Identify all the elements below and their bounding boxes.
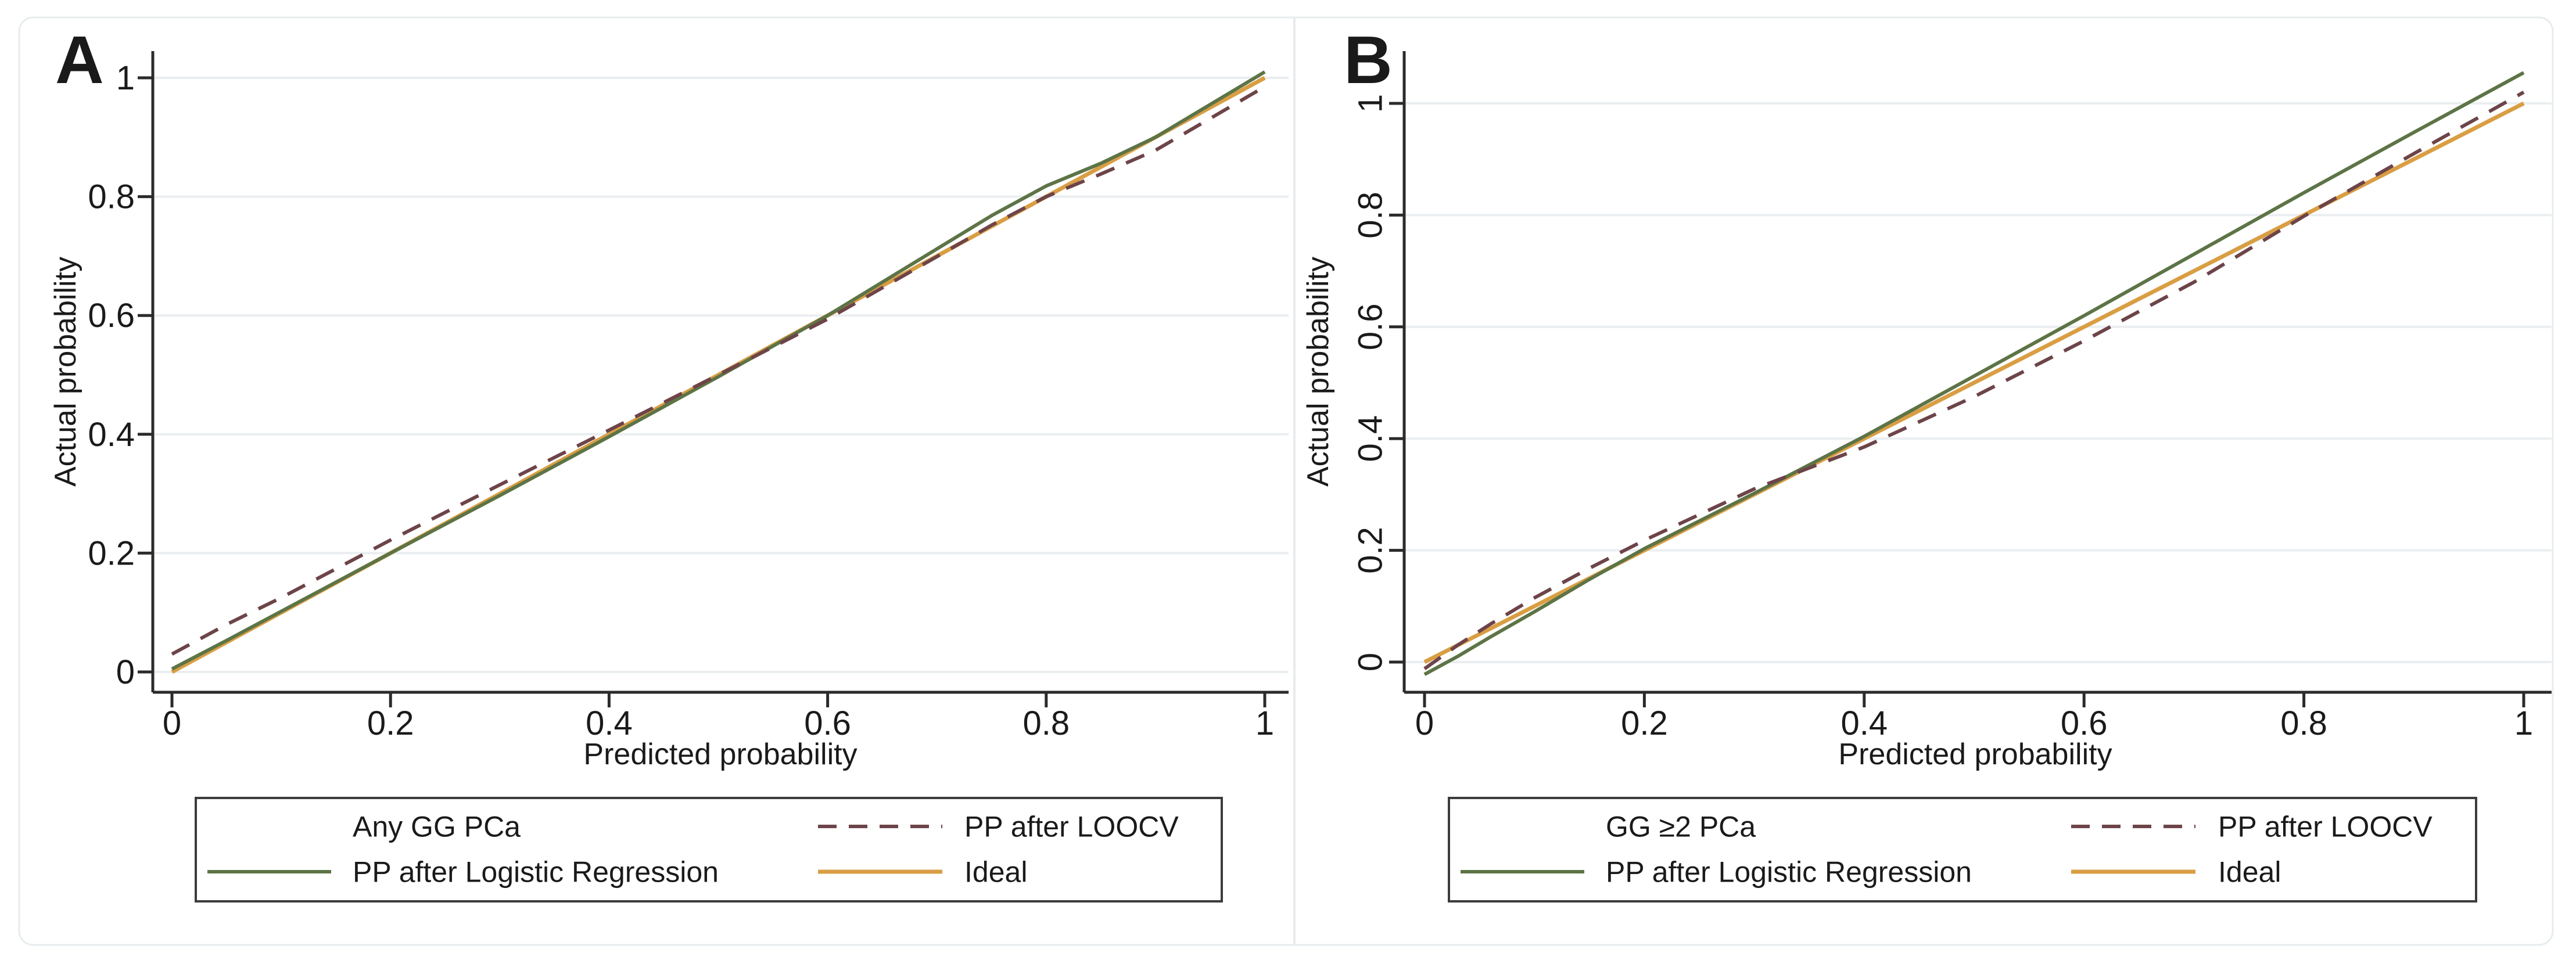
series-line-loocv: [1423, 91, 2525, 670]
panel-label: B: [1344, 22, 1393, 98]
y-tick-label: 0.4: [88, 416, 135, 454]
y-tick-label: 0.6: [88, 297, 135, 335]
x-tick-label: 0.8: [1022, 704, 1070, 742]
y-tick-label: 0.2: [1351, 527, 1389, 574]
x-tick-label: 1: [2514, 704, 2533, 742]
y-tick-label: 1: [116, 59, 135, 97]
y-tick-label: 0.6: [1351, 303, 1389, 350]
y-tick-label: 0: [116, 653, 135, 691]
y-axis-title: Actual probability: [1301, 257, 1335, 487]
legend-label: PP after LOOCV: [964, 811, 1179, 843]
x-tick-label: 1: [1255, 704, 1274, 742]
legend-box: [195, 797, 1223, 903]
series-line-logreg: [1423, 71, 2525, 676]
y-tick-label: 0.4: [1351, 415, 1389, 462]
x-tick-label: 0.2: [1621, 704, 1668, 742]
x-tick-label: 0.4: [586, 704, 633, 742]
legend-label: Ideal: [2218, 856, 2281, 889]
y-tick-label: 1: [1351, 94, 1389, 113]
x-tick-label: 0: [163, 704, 181, 742]
y-tick-label: 0.2: [88, 534, 135, 572]
legend-label: PP after Logistic Regression: [353, 856, 719, 889]
figure-outer-border: [18, 16, 2554, 946]
legend: GG ≥2 PCa PP after LOOCV PP after Logistic…: [1448, 797, 2477, 903]
y-tick-label: 0.8: [1351, 192, 1389, 239]
legend-label: PP after Logistic Regression: [1606, 856, 1972, 889]
legend-label: Any GG PCa: [353, 811, 521, 843]
x-tick-label: 0.8: [2280, 704, 2327, 742]
legend-label: GG ≥2 PCa: [1606, 811, 1756, 843]
y-tick-label: 0.8: [88, 178, 135, 216]
x-tick-label: 0.6: [804, 704, 851, 742]
legend-label: PP after LOOCV: [2218, 811, 2433, 843]
legend-label: Ideal: [964, 856, 1027, 889]
x-tick-label: 0.6: [2061, 704, 2108, 742]
panel-label: A: [55, 22, 104, 98]
x-tick-label: 0.2: [367, 704, 414, 742]
legend-box: [1448, 797, 2477, 903]
x-axis-title: Predicted probability: [1838, 738, 2112, 771]
legend: Any GG PCa PP after LOOCV PP after Logisti…: [195, 797, 1223, 903]
y-axis-title: Actual probability: [49, 257, 82, 487]
series-line-logreg: [171, 70, 1266, 671]
x-tick-label: 0: [1415, 704, 1434, 742]
x-axis-title: Predicted probability: [583, 738, 857, 771]
y-tick-label: 0: [1351, 653, 1389, 671]
series-line-loocv: [171, 85, 1266, 656]
x-tick-label: 0.4: [1840, 704, 1888, 742]
